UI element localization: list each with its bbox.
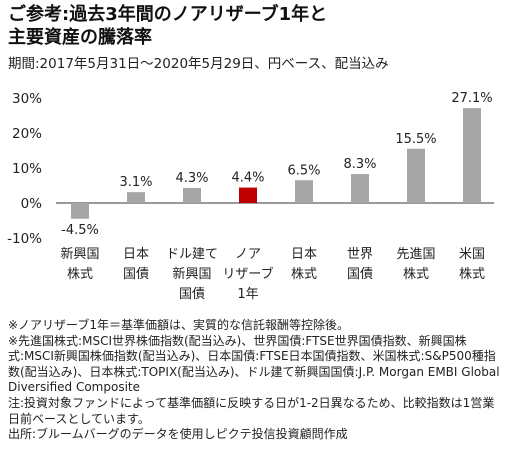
bar	[295, 180, 313, 203]
y-tick-label: 10%	[12, 161, 42, 177]
bar	[239, 187, 257, 203]
x-tick-label: 世界	[347, 247, 373, 262]
x-tick-label: 日本	[291, 247, 317, 262]
x-tick-label: 株式	[403, 267, 429, 282]
x-tick-label: 株式	[291, 267, 317, 282]
data-label: 8.3%	[343, 157, 376, 172]
y-tick-label: 30%	[12, 91, 42, 107]
data-label: 27.1%	[451, 91, 492, 106]
x-tick-label: 国債	[179, 287, 205, 302]
y-tick-label: 0%	[21, 196, 43, 212]
data-label: 3.1%	[119, 175, 152, 190]
bar	[127, 192, 145, 203]
bar	[407, 148, 425, 203]
footnote-source: 出所:ブルームバーグのデータを使用しピクテ投信投資顧問作成	[8, 427, 348, 442]
period-subtitle: 期間:2017年5月31日～2020年5月29日、円ベース、配当込み	[8, 56, 389, 72]
bar-chart: -10%0%10%20%30%-4.5%新興国株式3.1%日本国債4.3%ドル建…	[7, 91, 494, 302]
data-label: 4.4%	[231, 171, 264, 186]
x-tick-label: 株式	[459, 267, 485, 282]
x-tick-label: 米国	[459, 247, 485, 262]
x-tick-label: 1年	[237, 287, 258, 302]
x-tick-label: ドル建て	[166, 247, 218, 262]
bar	[183, 187, 201, 203]
footnotes: ※ノアリザーブ1年＝基準価額は、実質的な信託報酬等控除後。 ※先進国株式:MSC…	[8, 318, 506, 443]
data-label: 15.5%	[395, 132, 436, 147]
x-tick-label: 新興国	[172, 266, 211, 282]
x-tick-label: 日本	[123, 247, 149, 262]
bar	[463, 108, 481, 203]
x-tick-label: 新興国	[60, 246, 99, 262]
footnote-noa-reserve: ※ノアリザーブ1年＝基準価額は、実質的な信託報酬等控除後。	[8, 318, 349, 332]
x-tick-label: 株式	[67, 267, 93, 282]
y-tick-label: 20%	[12, 126, 42, 142]
x-tick-label: 国債	[347, 267, 373, 282]
footnote-base-date: 注:投資対象ファンドによって基準価額に反映する日が1-2日異なるため、比較指数は…	[8, 395, 495, 426]
chart-title-line1: ご参考:過去3年間のノアリザーブ1年と	[8, 4, 328, 25]
x-tick-label: リザーブ	[222, 266, 273, 282]
x-tick-label: ノア	[235, 247, 261, 262]
footnote-indices: ※先進国株式:MSCI世界株価指数(配当込み)、世界国債:FTSE世界国債指数、…	[8, 333, 500, 395]
data-label: 4.3%	[175, 171, 208, 186]
chart-title-line2: 主要資産の騰落率	[8, 27, 152, 48]
data-label: 6.5%	[287, 163, 320, 178]
bar	[71, 203, 89, 219]
y-tick-label: -10%	[7, 231, 42, 247]
x-tick-label: 国債	[123, 267, 149, 282]
data-label: -4.5%	[61, 223, 99, 238]
bar	[351, 173, 369, 203]
x-tick-label: 先進国	[396, 247, 435, 262]
